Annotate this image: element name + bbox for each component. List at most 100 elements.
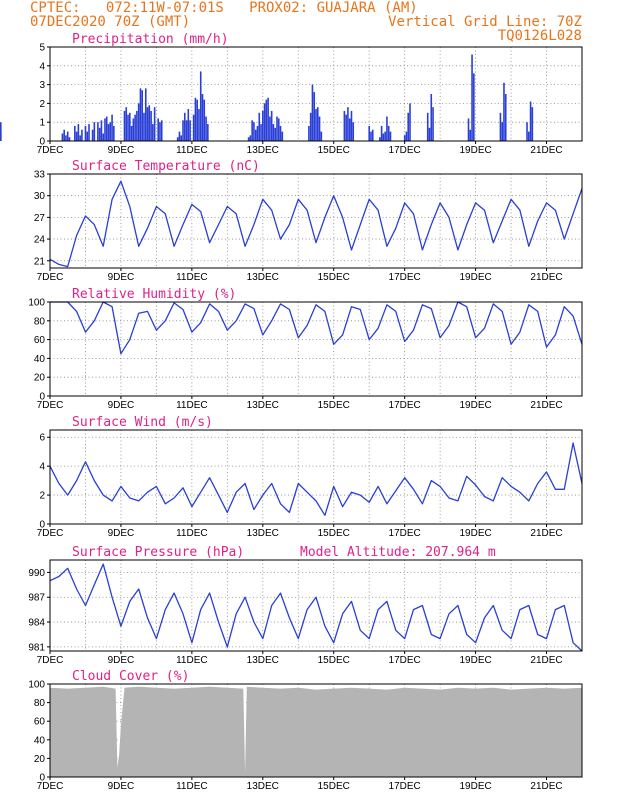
precip-bar: [86, 131, 89, 141]
precip-bar: [403, 135, 406, 141]
precip-bar: [185, 120, 188, 141]
precip-bar: [125, 107, 128, 141]
y-tick-label: 40: [34, 354, 46, 365]
panel-frame: [49, 559, 583, 652]
precip-bar: [316, 107, 319, 141]
precip-bar: [526, 122, 528, 141]
precip-bar: [409, 103, 411, 141]
precip-bar: [139, 88, 142, 141]
precip-bar: [503, 82, 505, 141]
precip-bar: [386, 116, 388, 141]
cloud-cover-area: [50, 686, 582, 777]
panel-subtitle: Model Altitude: 207.964 m: [300, 545, 496, 560]
precip-bar: [380, 125, 383, 141]
precip-bar: [153, 107, 156, 141]
y-tick-label: 4: [39, 462, 45, 473]
precip-bar: [263, 103, 266, 141]
precip-bar: [405, 131, 408, 141]
y-tick-label: 21: [34, 256, 46, 267]
precip-bar: [136, 110, 138, 141]
precip-bar: [469, 129, 472, 141]
precip-bar: [430, 94, 433, 141]
y-tick-label: 80: [34, 698, 46, 709]
precip-bar: [102, 133, 104, 141]
precip-bar: [182, 120, 184, 141]
precip-bar: [348, 118, 351, 141]
precip-bar: [269, 116, 271, 141]
precip-bar: [207, 124, 209, 141]
y-tick-label: 987: [28, 593, 45, 604]
precip-bar: [132, 118, 135, 141]
precip-bar: [407, 112, 410, 141]
precip-bar: [262, 110, 264, 141]
panel-title: Precipitation (mm/h): [72, 32, 229, 47]
precip-bar: [528, 131, 530, 141]
panel-title: Cloud Cover (%): [72, 669, 189, 684]
precip-bar: [311, 84, 314, 141]
x-tick-label: 7DEC: [37, 528, 64, 539]
x-tick-label: 21DEC: [530, 272, 562, 283]
y-tick-label: 24: [34, 235, 46, 246]
x-tick-label: 13DEC: [247, 528, 279, 539]
x-tick-label: 15DEC: [318, 781, 350, 792]
precip-bar: [315, 109, 317, 141]
panel-cloud: 0 20 40 60 80 100 7DEC 9DEC 11DEC 13DEC 15DEC 17DEC…: [28, 669, 583, 792]
precip-bar: [199, 71, 202, 141]
x-tick-label: 7DEC: [37, 781, 64, 792]
precip-bar: [152, 124, 154, 141]
precip-bar: [389, 131, 392, 141]
x-tick-label: 17DEC: [389, 528, 421, 539]
panel-frame: [49, 429, 583, 525]
precip-bar: [88, 124, 90, 141]
precip-bar: [368, 125, 370, 141]
panel-pressure: 981 984 987 990 7DEC 9DEC 11DEC 13DEC 15DEC 17DEC…: [28, 545, 583, 666]
precip-bar: [0, 131, 2, 141]
precip-bar: [501, 122, 503, 141]
precip-bar: [157, 118, 159, 141]
precip-bar: [93, 122, 96, 141]
y-tick-label: 3: [39, 80, 45, 91]
precip-bar: [205, 116, 207, 141]
precip-bar: [258, 112, 261, 141]
panel-frame: [49, 173, 583, 269]
precip-bar: [63, 129, 65, 141]
precip-bar: [281, 131, 284, 141]
precip-bar: [150, 110, 152, 141]
precip-bar: [104, 118, 106, 141]
panel-frame: [49, 46, 583, 142]
precip-bar: [277, 118, 280, 141]
x-tick-label: 11DEC: [176, 272, 208, 283]
y-tick-label: 20: [34, 373, 46, 384]
precip-bar: [130, 125, 133, 141]
precip-bar: [105, 116, 108, 141]
precip-bar: [79, 135, 81, 141]
x-tick-label: 13DEC: [247, 655, 279, 666]
panel-frame: [49, 683, 583, 778]
temp-series-line: [49, 180, 583, 268]
precip-bar: [113, 125, 115, 141]
y-tick-label: 5: [39, 43, 45, 54]
precip-bar: [107, 124, 110, 141]
panel-title: Surface Wind (m/s): [72, 415, 213, 430]
x-tick-label: 21DEC: [530, 655, 562, 666]
header-line1: CPTEC: 072:11W-07:01S PROX02: GUAJARA (A…: [30, 0, 418, 16]
precip-bar: [531, 107, 534, 141]
precip-bar: [201, 94, 204, 141]
precip-bar: [74, 125, 76, 141]
x-tick-label: 13DEC: [247, 272, 279, 283]
precip-bar: [111, 114, 113, 141]
precip-bar: [279, 125, 282, 141]
x-tick-label: 11DEC: [176, 528, 208, 539]
y-tick-label: 0: [39, 392, 45, 403]
precip-bar: [68, 137, 71, 141]
y-tick-label: 981: [28, 642, 45, 653]
x-tick-label: 19DEC: [459, 400, 491, 411]
x-tick-label: 11DEC: [176, 145, 208, 156]
precip-bar: [98, 127, 101, 141]
precip-bar: [320, 131, 323, 141]
precip-bar: [432, 107, 434, 141]
precip-bar: [253, 122, 255, 141]
precip-bar: [160, 120, 163, 141]
x-tick-label: 9DEC: [108, 272, 135, 283]
y-tick-label: 990: [28, 568, 45, 579]
